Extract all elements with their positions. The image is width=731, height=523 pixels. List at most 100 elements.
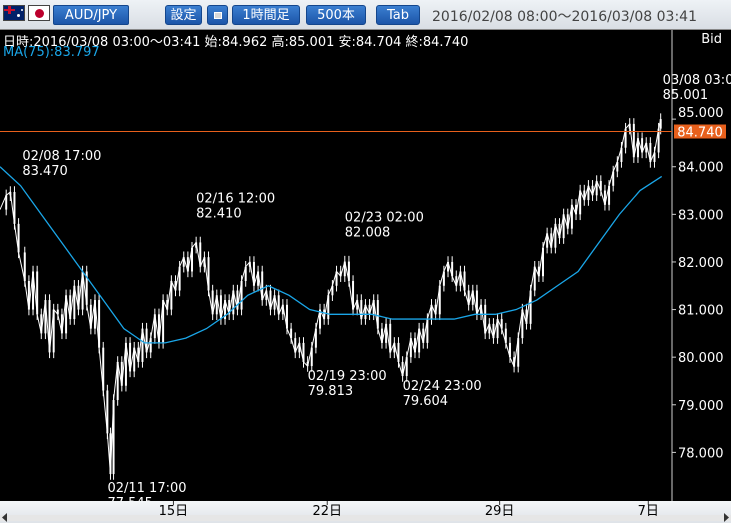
candle-body: [257, 271, 260, 286]
candle-body: [265, 290, 268, 301]
candle-body: [89, 304, 92, 329]
candle-body: [500, 319, 503, 329]
candle-body: [98, 300, 101, 348]
candle-body: [178, 266, 181, 291]
candle-body: [215, 295, 218, 315]
candle-body: [23, 252, 26, 281]
tab-button[interactable]: Tab: [376, 5, 420, 25]
candle-body: [413, 338, 416, 353]
candle-body: [422, 328, 425, 343]
candle-body: [244, 266, 247, 281]
candle-body: [81, 271, 84, 310]
annotation-price: 83.470: [22, 164, 68, 179]
candle-body: [298, 342, 301, 353]
candle-body: [281, 304, 284, 315]
candle-body: [496, 319, 499, 339]
candle-body: [290, 328, 293, 339]
horizontal-scrollbar[interactable]: [0, 515, 731, 521]
candle-body: [513, 357, 516, 367]
candle-body: [273, 295, 276, 310]
candle-body: [616, 161, 619, 172]
candle-body: [575, 204, 578, 215]
candle-body: [405, 357, 408, 377]
candle-body: [48, 300, 51, 353]
candle-body: [645, 142, 648, 153]
candle-body: [323, 309, 326, 320]
candle-body: [219, 295, 222, 320]
candle-body: [236, 290, 239, 310]
candle-body: [591, 185, 594, 196]
candle-body: [186, 257, 189, 272]
y-tick-label: 83.000: [678, 208, 724, 223]
candle-body: [426, 319, 429, 343]
candle-body: [40, 314, 43, 334]
candle-body: [475, 290, 478, 315]
annotation-date: 02/11 17:00: [107, 481, 186, 496]
candle-body: [541, 247, 544, 277]
x-tick-label: 29日: [485, 504, 515, 519]
chart-type-button[interactable]: [207, 5, 228, 25]
candle-body: [653, 152, 656, 162]
candle-body: [162, 300, 165, 343]
y-tick-label: 80.000: [678, 351, 724, 366]
candle-body: [467, 290, 470, 305]
date-range: 2016/02/08 08:00～2016/03/08 03:41: [432, 9, 697, 25]
currency-pair-selector[interactable]: AUD/JPY: [53, 5, 129, 25]
candle-body: [85, 271, 88, 305]
candle-body: [5, 195, 8, 210]
candle-body: [153, 314, 156, 339]
candle-body: [562, 214, 565, 239]
candle-body: [314, 328, 317, 348]
candle-body: [558, 223, 561, 239]
australia-flag-icon: [3, 5, 25, 21]
bar-count-button[interactable]: 500本: [306, 5, 366, 25]
candle-body: [612, 171, 615, 186]
candle-body: [442, 271, 445, 286]
candle-body: [32, 271, 35, 310]
candle-body: [409, 338, 412, 358]
scroll-right-icon[interactable]: [721, 512, 731, 523]
candle-body: [546, 233, 549, 248]
candle-body: [579, 190, 582, 215]
y-tick-label: 81.000: [678, 304, 724, 319]
annotation-date: 02/24 23:00: [403, 379, 482, 394]
candle-body: [277, 295, 280, 315]
candle-body: [73, 285, 76, 320]
candle-body: [632, 123, 635, 158]
candle-body: [438, 285, 441, 315]
ma-line: [0, 166, 663, 344]
candle-body: [434, 304, 437, 315]
candle-body: [459, 271, 462, 286]
candle-body: [166, 300, 169, 310]
candle-body: [397, 342, 400, 362]
japan-flag-icon: [28, 5, 50, 21]
y-tick-label: 85.000: [678, 106, 724, 121]
settings-button[interactable]: 設定: [165, 5, 202, 25]
candle-body: [102, 347, 105, 391]
candle-body: [269, 290, 272, 310]
candle-body: [385, 323, 388, 343]
candle-body: [109, 433, 112, 475]
candle-body: [339, 271, 342, 277]
candle-body: [145, 328, 148, 353]
candle-body: [44, 300, 47, 334]
candle-body: [65, 295, 68, 334]
candle-body: [451, 261, 454, 277]
candle-body: [599, 181, 602, 191]
y-tick-label: 82.000: [678, 256, 724, 271]
candle-body: [517, 338, 520, 367]
annotation-date: 02/08 17:00: [22, 149, 101, 164]
candle-body: [583, 190, 586, 201]
candle-body: [27, 281, 30, 310]
period-button[interactable]: 1時間足: [232, 5, 300, 25]
candle-body: [620, 147, 623, 162]
candle-body: [595, 181, 598, 196]
candle-body: [207, 257, 210, 291]
candle-body: [17, 223, 20, 253]
candle-body: [182, 257, 185, 267]
candle-body: [52, 309, 55, 353]
candle-body: [294, 338, 297, 353]
candle-body: [232, 290, 235, 315]
scroll-left-icon[interactable]: [0, 512, 10, 523]
